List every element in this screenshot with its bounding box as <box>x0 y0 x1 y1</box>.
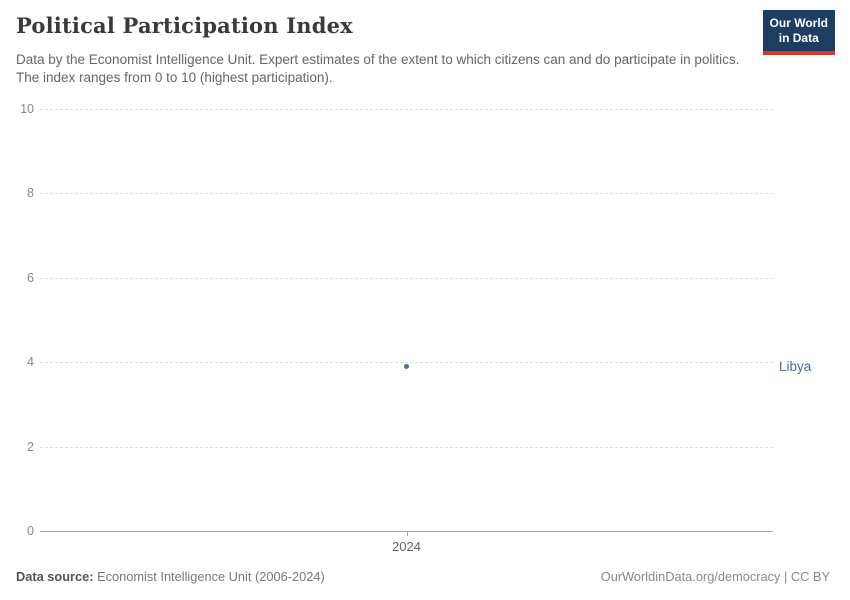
gridline-y-8 <box>40 193 773 195</box>
data-source-text: Economist Intelligence Unit (2006-2024) <box>93 569 325 584</box>
y-axis-tick-label: 0 <box>27 524 34 538</box>
y-axis-tick-label: 10 <box>20 102 34 116</box>
gridline-y-4 <box>40 362 773 364</box>
x-axis-tick-mark <box>406 531 408 536</box>
y-axis-tick-label: 2 <box>27 439 34 454</box>
data-source-label: Data source: <box>16 569 94 584</box>
data-point-libya[interactable] <box>404 364 409 370</box>
credit-link[interactable]: OurWorldinData.org/democracy | CC BY <box>600 569 830 584</box>
chart-subtitle: Data by the Economist Intelligence Unit.… <box>16 52 740 85</box>
data-source-note: Data source: Economist Intelligence Unit… <box>16 569 325 584</box>
gridline-y-10 <box>40 109 773 110</box>
y-axis-tick-label: 4 <box>27 355 34 370</box>
owid-logo-line2: in Data <box>778 31 819 45</box>
x-axis-tick-label: 2024 <box>392 539 421 554</box>
gridline-y-2 <box>40 446 773 448</box>
y-axis-tick-label: 8 <box>27 186 34 201</box>
entity-label-libya[interactable]: Libya <box>779 358 812 374</box>
y-axis-tick-label: 6 <box>27 270 34 285</box>
owid-logo[interactable]: Our World in Data <box>762 10 835 55</box>
gridline-y-6 <box>40 277 773 279</box>
owid-logo-line1: Our World <box>769 16 828 30</box>
page-title: Political Participation Index <box>16 13 353 38</box>
